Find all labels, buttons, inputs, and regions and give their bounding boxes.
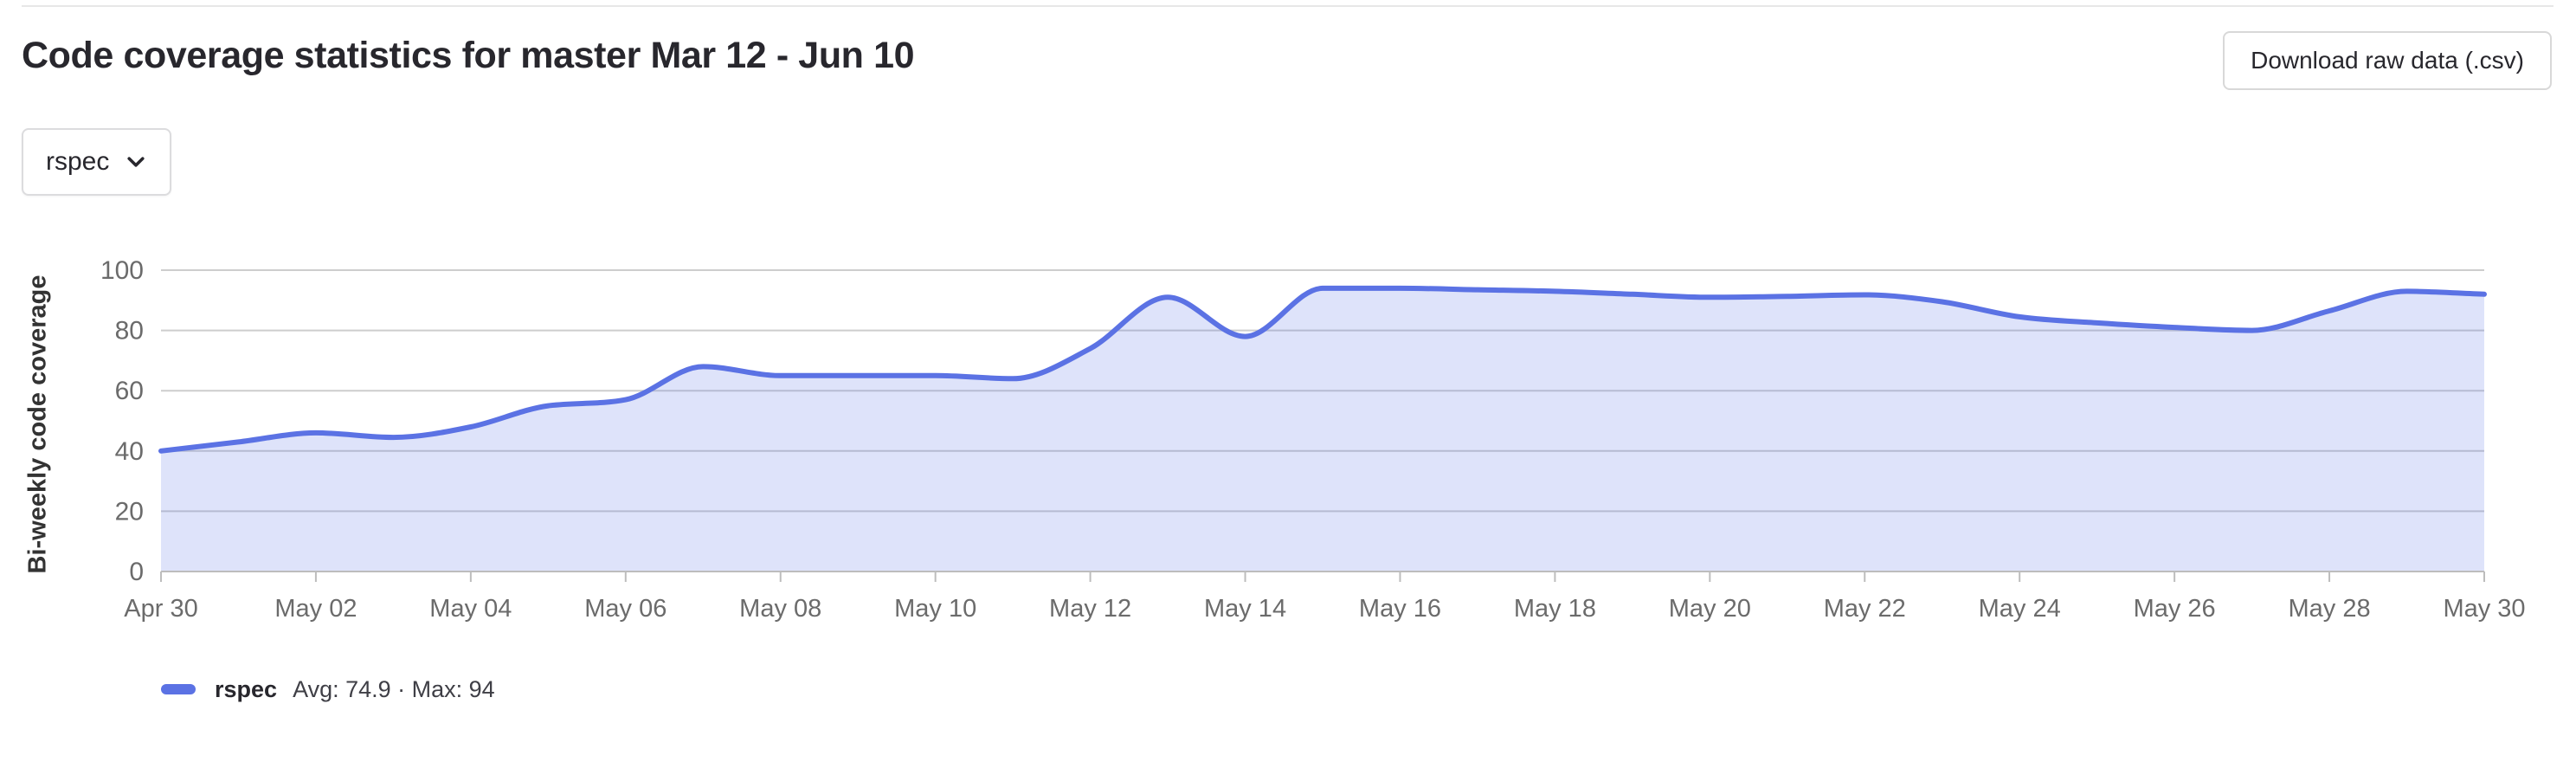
x-tick-label: May 30 [2443, 595, 2525, 623]
x-tick-label: May 10 [894, 595, 976, 623]
y-axis-title: Bi-weekly code coverage [23, 274, 52, 574]
x-tick-label: Apr 30 [124, 595, 197, 623]
x-tick-label: May 26 [2134, 595, 2216, 623]
area-fill [161, 287, 2484, 572]
y-tick-label: 0 [129, 558, 144, 586]
series-line [158, 285, 2487, 454]
x-tick-label: May 16 [1359, 595, 1441, 623]
y-tick-label: 40 [115, 437, 144, 466]
x-tick-label: May 02 [274, 595, 357, 623]
legend-swatch [161, 684, 196, 694]
y-tick-label: 20 [115, 497, 144, 526]
page-title: Code coverage statistics for master Mar … [22, 35, 915, 76]
top-divider [22, 5, 2553, 7]
legend-series-stats: Avg: 74.9 · Max: 94 [293, 675, 495, 702]
x-tick-label: May 28 [2289, 595, 2371, 623]
x-tick-label: May 06 [584, 595, 667, 623]
chevron-down-icon [127, 157, 145, 167]
download-csv-button[interactable]: Download raw data (.csv) [2223, 31, 2552, 90]
legend-series-name: rspec [215, 675, 278, 702]
x-tick-label: May 18 [1514, 595, 1596, 623]
area-chart-canvas[interactable]: Apr 30 May 02 May 04 May 06 May 08 May 10 May … [0, 242, 2576, 658]
y-tick-label: 60 [115, 377, 144, 405]
chart-legend[interactable]: rspec Avg: 74.9 · Max: 94 [161, 674, 495, 705]
x-tick-label: May 20 [1669, 595, 1751, 623]
coverage-chart: Apr 30 May 02 May 04 May 06 May 08 May 10 May … [0, 242, 2576, 658]
x-tick-label: May 04 [429, 595, 512, 623]
coverage-metric-value: rspec [46, 147, 110, 176]
x-tick-label: May 22 [1824, 595, 1906, 623]
coverage-metric-dropdown[interactable]: rspec [22, 128, 172, 196]
x-tick-label: May 24 [1979, 595, 2061, 623]
y-tick-label: 80 [115, 317, 144, 345]
x-tick-label: May 12 [1049, 595, 1131, 623]
x-tick-label: May 14 [1204, 595, 1286, 623]
x-tick-label: May 08 [739, 595, 821, 623]
y-tick-label: 100 [100, 256, 144, 285]
